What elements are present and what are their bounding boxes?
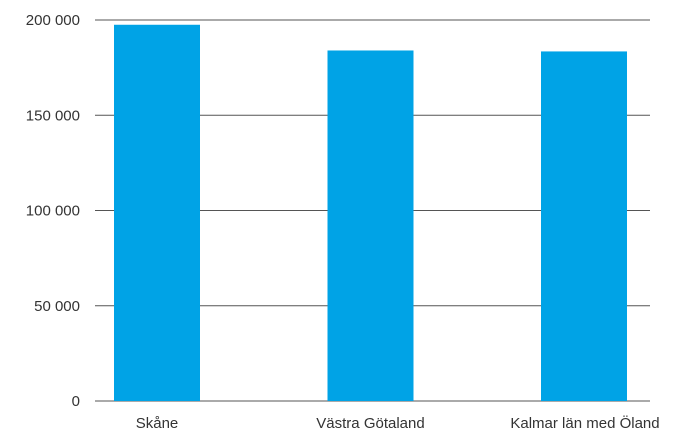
- bar: [114, 24, 200, 401]
- bar: [541, 51, 627, 402]
- x-category-label: Skåne: [136, 415, 179, 432]
- bar: [327, 50, 414, 401]
- y-tick-label: 0: [72, 393, 80, 410]
- y-axis-tick-labels: 0 50 000 100 000 150 000 200 000: [26, 12, 80, 410]
- y-tick-label: 200 000: [26, 12, 80, 29]
- y-tick-label: 150 000: [26, 107, 80, 124]
- y-tick-label: 100 000: [26, 203, 80, 220]
- y-tick-label: 50 000: [34, 298, 80, 315]
- x-category-label: Västra Götaland: [316, 415, 424, 432]
- x-category-label: Kalmar län med Öland: [510, 414, 659, 432]
- bars: [114, 24, 627, 402]
- x-axis-category-labels: Skåne Västra Götaland Kalmar län med Öland: [136, 414, 660, 432]
